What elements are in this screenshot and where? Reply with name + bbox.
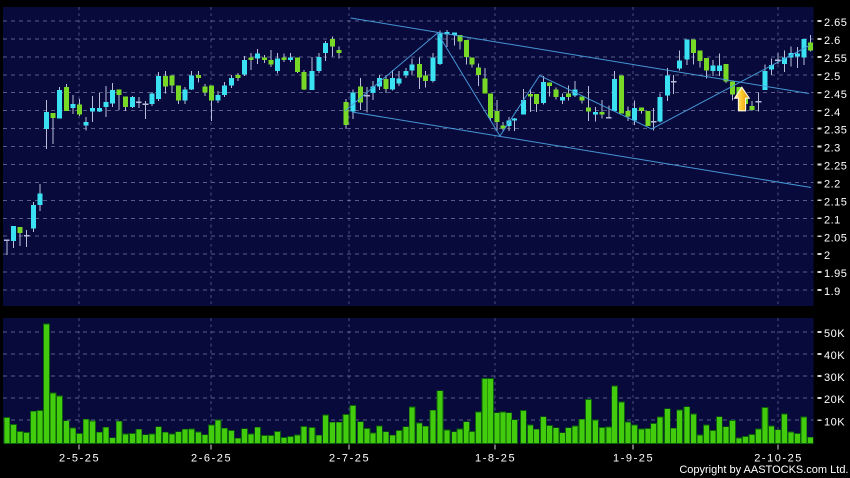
svg-text:30K: 30K [824, 372, 845, 384]
svg-text:20K: 20K [824, 394, 845, 406]
svg-text:2.15: 2.15 [824, 196, 847, 208]
svg-text:2.3: 2.3 [824, 143, 841, 155]
svg-text:2: 2 [824, 250, 831, 262]
svg-text:2.1: 2.1 [824, 214, 841, 226]
svg-text:1.95: 1.95 [824, 268, 847, 280]
svg-text:2-5-25: 2-5-25 [59, 453, 100, 465]
svg-text:2.25: 2.25 [824, 161, 847, 173]
svg-text:1.9: 1.9 [824, 286, 841, 298]
svg-text:2.65: 2.65 [824, 17, 847, 29]
svg-text:Copyright by AASTOCKS.com Ltd.: Copyright by AASTOCKS.com Ltd. [679, 464, 848, 476]
svg-text:40K: 40K [824, 350, 845, 362]
svg-text:2-10-25: 2-10-25 [754, 453, 803, 465]
svg-text:2.2: 2.2 [824, 179, 841, 191]
svg-text:2.5: 2.5 [824, 71, 841, 83]
svg-text:2.05: 2.05 [824, 232, 847, 244]
svg-text:2.35: 2.35 [824, 125, 847, 137]
svg-text:2-7-25: 2-7-25 [329, 453, 370, 465]
svg-text:2.45: 2.45 [824, 89, 847, 101]
svg-text:1-9-25: 1-9-25 [613, 453, 654, 465]
svg-text:2.4: 2.4 [824, 107, 841, 119]
svg-text:10K: 10K [824, 416, 845, 428]
svg-text:2-6-25: 2-6-25 [191, 453, 232, 465]
svg-text:1-8-25: 1-8-25 [475, 453, 516, 465]
svg-text:2.6: 2.6 [824, 35, 841, 47]
svg-text:50K: 50K [824, 328, 845, 340]
svg-text:2.55: 2.55 [824, 53, 847, 65]
